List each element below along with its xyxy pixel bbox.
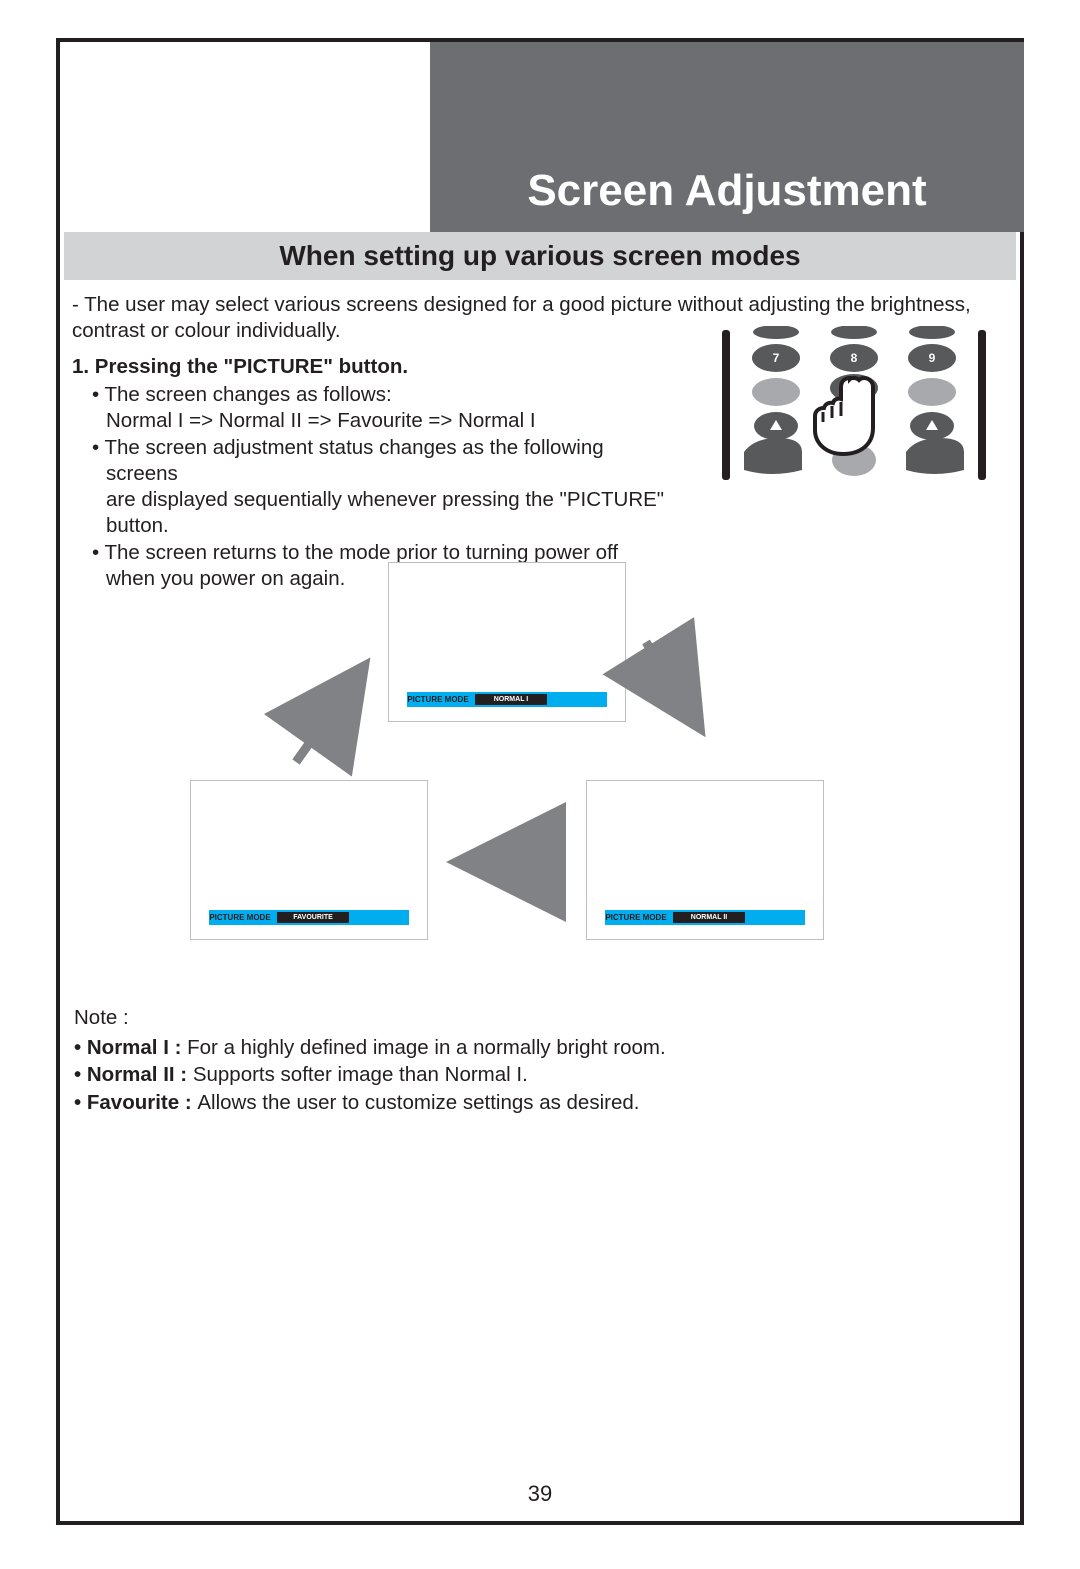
subtitle-bar: When setting up various screen modes	[64, 232, 1016, 280]
mode-strip: PICTURE MODE FAVOURITE	[209, 910, 409, 925]
page-title: Screen Adjustment	[527, 166, 926, 216]
note-label: • Normal II :	[74, 1063, 193, 1086]
note-normal-i: • Normal I : For a highly defined image …	[74, 1034, 774, 1062]
notes-section: Note : • Normal I : For a highly defined…	[74, 1004, 774, 1117]
mode-value: FAVOURITE	[277, 912, 349, 923]
mode-label: PICTURE MODE	[209, 913, 271, 922]
remote-key-8: 8	[851, 351, 858, 365]
step-bullet-1-sub: Normal I => Normal II => Favourite => No…	[72, 408, 672, 434]
mode-strip: PICTURE MODE NORMAL II	[605, 910, 805, 925]
mode-value: NORMAL II	[673, 912, 745, 923]
note-label: • Normal I :	[74, 1036, 187, 1059]
step-heading: 1. Pressing the "PICTURE" button.	[72, 354, 672, 380]
remote-key-7: 7	[773, 351, 780, 365]
mode-label: PICTURE MODE	[605, 913, 667, 922]
mode-cycle-diagram: PICTURE MODE NORMAL I PICTURE MODE FAVOU…	[60, 562, 1020, 982]
mode-label: PICTURE MODE	[407, 695, 469, 704]
arrow-down-right-icon	[646, 642, 696, 722]
screen-favourite: PICTURE MODE FAVOURITE	[190, 780, 428, 940]
arrow-up-right-icon	[296, 672, 360, 762]
header-band: Screen Adjustment	[430, 42, 1024, 232]
note-text: Supports softer image than Normal I.	[193, 1063, 528, 1086]
screen-normal-i: PICTURE MODE NORMAL I	[388, 562, 626, 722]
screen-normal-ii: PICTURE MODE NORMAL II	[586, 780, 824, 940]
note-label: • Favourite :	[74, 1091, 197, 1114]
step-bullet-2a: • The screen adjustment status changes a…	[72, 435, 672, 487]
page-frame: Screen Adjustment When setting up variou…	[56, 38, 1024, 1525]
subtitle: When setting up various screen modes	[279, 240, 800, 272]
step-bullet-2b: are displayed sequentially whenever pres…	[72, 487, 672, 539]
notes-heading: Note :	[74, 1004, 774, 1032]
remote-key-9: 9	[929, 351, 936, 365]
mode-value: NORMAL I	[475, 694, 547, 705]
steps-column: 1. Pressing the "PICTURE" button. • The …	[72, 354, 672, 592]
note-text: Allows the user to customize settings as…	[197, 1091, 639, 1114]
page-number: 39	[60, 1481, 1020, 1507]
note-text: For a highly defined image in a normally…	[187, 1036, 666, 1059]
step-bullet-1: • The screen changes as follows:	[72, 382, 672, 408]
note-favourite: • Favourite : Allows the user to customi…	[74, 1089, 774, 1117]
mode-strip: PICTURE MODE NORMAL I	[407, 692, 607, 707]
remote-illustration: 7 8 9 0	[720, 326, 990, 492]
note-normal-ii: • Normal II : Supports softer image than…	[74, 1061, 774, 1089]
